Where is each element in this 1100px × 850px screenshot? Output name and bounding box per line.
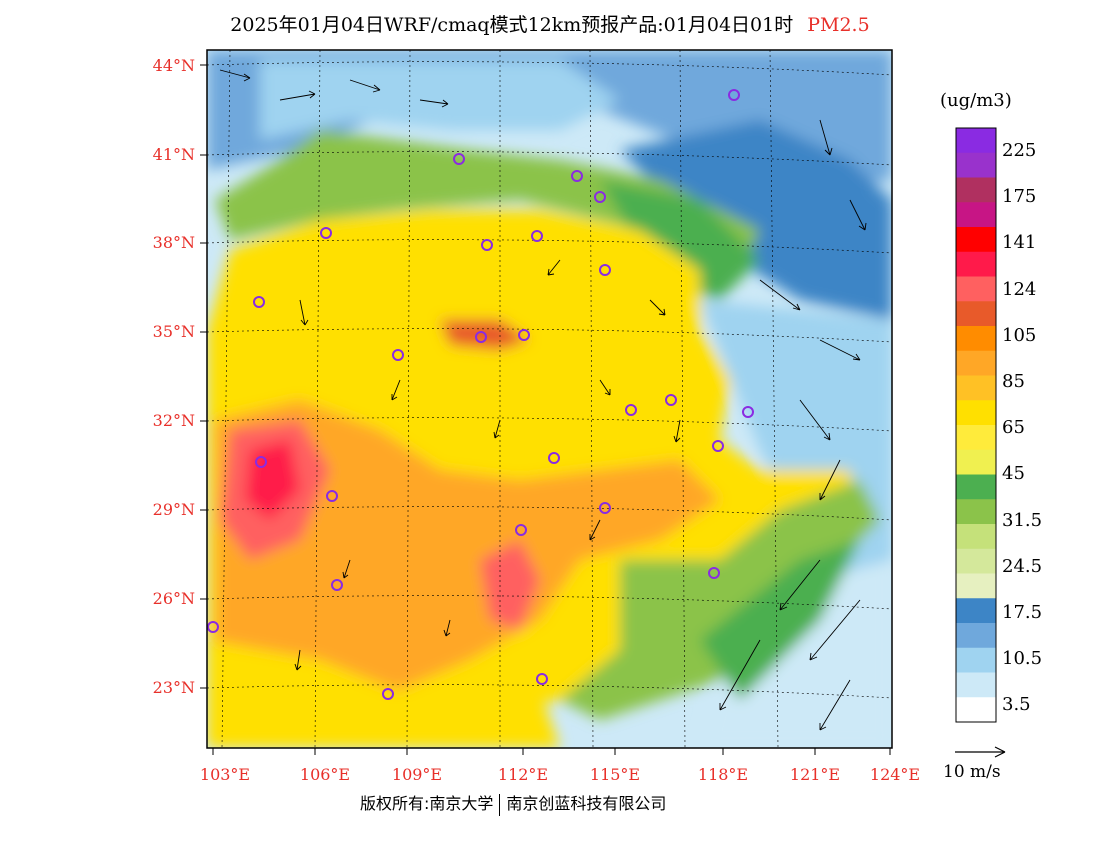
lon-label: 124°E	[869, 765, 921, 784]
lat-label: 29°N	[152, 500, 195, 519]
colorbar-swatch	[956, 623, 996, 649]
lon-label: 121°E	[789, 765, 841, 784]
colorbar-label: 45	[1002, 463, 1025, 485]
colorbar-label: 31.5	[1002, 509, 1043, 531]
colorbar-swatch	[956, 400, 996, 426]
colorbar-swatch	[956, 227, 996, 253]
colorbar-label: 124	[1002, 278, 1037, 300]
colorbar-swatch	[956, 425, 996, 451]
colorbar-label: 24.5	[1002, 555, 1043, 577]
colorbar-swatch	[956, 449, 996, 475]
map-frame	[206, 49, 893, 749]
lat-ticks	[200, 64, 891, 755]
colorbar-swatch	[956, 301, 996, 327]
lon-label: 118°E	[697, 765, 749, 784]
colorbar-swatch	[956, 202, 996, 228]
lon-label: 103°E	[199, 765, 251, 784]
colorbar-swatch	[956, 573, 996, 599]
wind-vectors	[219, 69, 867, 731]
colorbar	[955, 127, 997, 723]
pm25-field	[207, 50, 892, 748]
copyright-footer: 版权所有:南京大学 南京创蓝科技有限公司	[360, 790, 666, 816]
title-main: 2025年01月04日WRF/cmaq模式12km预报产品:01月04日01时	[230, 14, 794, 36]
colorbar-swatch	[956, 177, 996, 203]
colorbar-label: 10.5	[1002, 648, 1043, 670]
colorbar-label: 3.5	[1002, 694, 1031, 716]
colorbar-label: 17.5	[1002, 602, 1043, 623]
colorbar-swatch	[956, 647, 996, 673]
vector-scale-label: 10 m/s	[943, 762, 1001, 782]
colorbar-swatch	[956, 672, 996, 698]
lon-label: 109°E	[391, 765, 443, 784]
colorbar-swatch	[956, 474, 996, 500]
colorbar-swatch	[956, 499, 996, 525]
colorbar-swatch	[956, 375, 996, 401]
footer-divider	[499, 793, 501, 816]
vector-reference-arrow	[955, 746, 1006, 758]
colorbar-label: 175	[1002, 186, 1037, 208]
lon-label: 112°E	[497, 765, 549, 784]
lat-label: 38°N	[152, 233, 195, 252]
footer-right: 南京创蓝科技有限公司	[506, 794, 667, 813]
footer-left: 版权所有:南京大学	[360, 794, 494, 813]
colorbar-swatch	[956, 326, 996, 352]
lat-label: 44°N	[152, 56, 195, 75]
colorbar-swatch	[956, 524, 996, 550]
lat-label: 35°N	[152, 322, 195, 341]
colorbar-swatch	[956, 128, 996, 154]
title-product: PM2.5	[807, 14, 870, 36]
colorbar-label: 85	[1002, 371, 1025, 392]
colorbar-swatch	[956, 152, 996, 178]
lat-label: 26°N	[152, 589, 195, 608]
colorbar-frame	[955, 127, 997, 723]
colorbar-label: 105	[1002, 324, 1037, 346]
lat-label: 23°N	[152, 678, 195, 697]
map-title: 2025年01月04日WRF/cmaq模式12km预报产品:01月04日01时 P…	[0, 10, 1100, 37]
colorbar-swatch	[956, 276, 996, 302]
station-markers	[207, 89, 754, 700]
colorbar-swatch	[956, 251, 996, 277]
colorbar-unit: (ug/m3)	[940, 90, 1012, 111]
colorbar-swatch	[956, 548, 996, 574]
lat-label: 41°N	[152, 145, 195, 164]
colorbar-label: 141	[1002, 232, 1037, 254]
colorbar-swatch	[956, 598, 996, 624]
colorbar-swatch	[956, 697, 996, 723]
colorbar-label: 65	[1002, 417, 1025, 439]
graticule	[207, 50, 892, 748]
colorbar-label: 225	[1002, 140, 1037, 161]
lon-label: 115°E	[589, 765, 641, 784]
lat-label: 32°N	[152, 411, 195, 430]
lon-label: 106°E	[299, 765, 351, 784]
colorbar-swatch	[956, 350, 996, 376]
